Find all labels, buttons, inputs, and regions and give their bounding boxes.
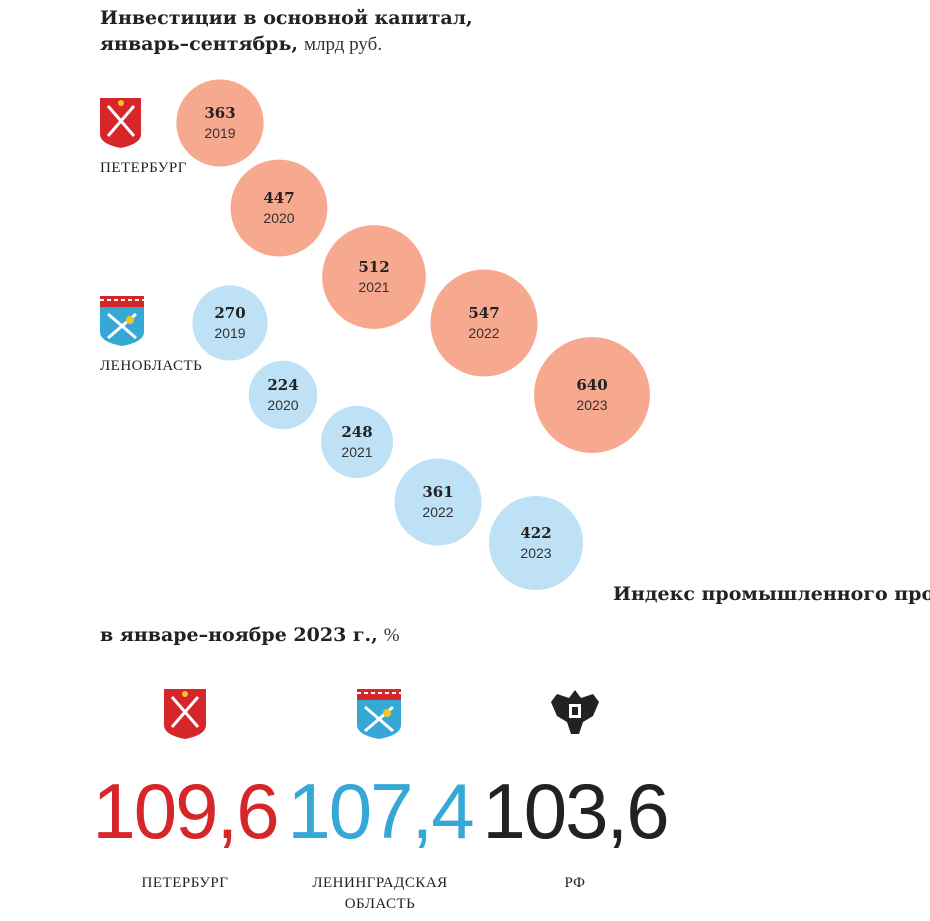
value-label: 224 — [267, 376, 298, 394]
year-label: 2022 — [468, 325, 499, 341]
bubble — [488, 495, 584, 591]
bubble — [320, 405, 394, 479]
legend-label: ЛЕНОБЛАСТЬ — [100, 358, 202, 374]
big-number: 109,6 — [92, 767, 277, 855]
chart-title: Индекс промышленного производства — [613, 583, 930, 605]
value-label: 640 — [576, 376, 607, 394]
category-label: РФ — [564, 875, 586, 891]
value-label: 547 — [468, 304, 499, 322]
chart-title-line: январь–сентябрь, млрд руб. — [100, 33, 382, 55]
lo-emblem — [100, 296, 144, 346]
lo-emblem — [357, 689, 401, 739]
chart-title-line: в январе–ноябре 2023 г.,% — [100, 624, 400, 646]
bubble — [394, 458, 482, 546]
big-number: 103,6 — [482, 767, 667, 855]
value-label: 447 — [263, 189, 294, 207]
year-label: 2019 — [214, 325, 245, 341]
year-label: 2021 — [341, 444, 372, 460]
value-label: 248 — [341, 423, 372, 441]
spb-emblem — [100, 98, 141, 148]
value-label: 512 — [358, 258, 389, 276]
bubble — [322, 225, 426, 329]
year-label: 2023 — [576, 397, 607, 413]
rf-emblem — [551, 690, 599, 734]
year-label: 2019 — [204, 125, 235, 141]
bubble — [230, 159, 328, 257]
spb-emblem — [164, 689, 206, 739]
legend-label: ПЕТЕРБУРГ — [100, 160, 187, 176]
year-label: 2022 — [422, 504, 453, 520]
value-label: 361 — [422, 483, 453, 501]
unit: % — [384, 625, 400, 646]
chart-title: Инвестиции в основной капитал, — [100, 7, 473, 29]
bubble — [430, 269, 538, 377]
value-label: 270 — [214, 304, 245, 322]
category-label: ЛЕНИНГРАДСКАЯ ОБЛАСТЬ — [312, 875, 448, 912]
year-label: 2023 — [520, 545, 551, 561]
big-number: 107,4 — [287, 767, 473, 855]
chart-title: в январе–ноябре 2023 г., — [100, 624, 378, 646]
bubble — [534, 337, 650, 453]
year-label: 2021 — [358, 279, 389, 295]
bubble — [192, 285, 268, 361]
year-label: 2020 — [267, 397, 298, 413]
bubble — [176, 79, 264, 167]
category-label: ПЕТЕРБУРГ — [141, 875, 229, 891]
year-label: 2020 — [263, 210, 294, 226]
value-label: 422 — [520, 524, 551, 542]
bubble — [248, 360, 318, 430]
unit: млрд руб. — [304, 34, 382, 55]
value-label: 363 — [204, 104, 235, 122]
chart-title: январь–сентябрь, — [100, 33, 298, 55]
